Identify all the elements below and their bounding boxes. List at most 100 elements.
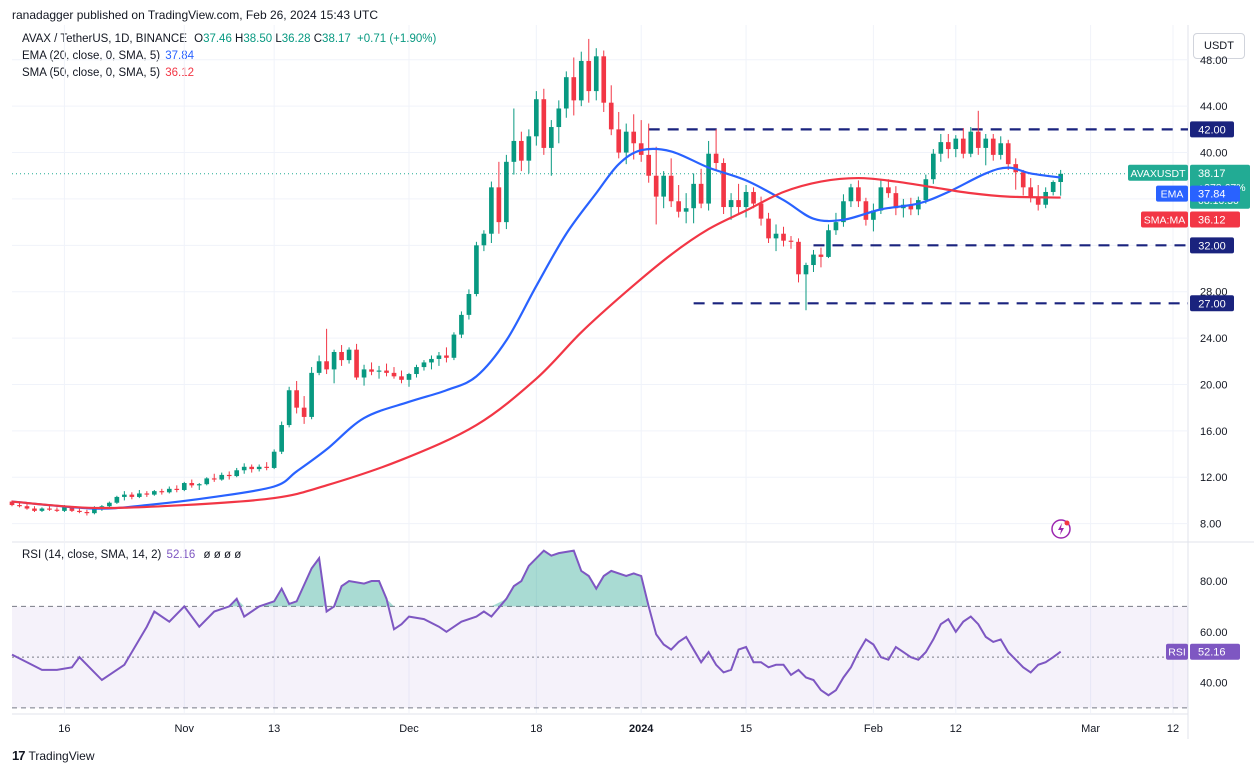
- close-label: C: [313, 33, 323, 45]
- candle: [1020, 172, 1026, 188]
- rsi-tick-label: 40.00: [1200, 678, 1228, 690]
- candle: [129, 494, 135, 497]
- rsi-tag-label: RSI: [1168, 647, 1186, 659]
- candle: [938, 142, 944, 154]
- currency-button[interactable]: USDT: [1193, 33, 1245, 59]
- candle: [886, 187, 891, 194]
- candle: [234, 470, 240, 477]
- candle: [698, 183, 704, 204]
- change-value: +0.71 (+1.90%): [357, 33, 437, 45]
- support-resistance-levels: [12, 128, 1188, 305]
- candle: [384, 370, 389, 373]
- ema-tag-value: 37.84: [1198, 189, 1226, 201]
- ema-legend[interactable]: EMA (20, close, 0, SMA, 5) 37.84: [22, 50, 194, 62]
- candle: [571, 77, 577, 101]
- rsi-legend-value: 52.16: [166, 549, 196, 561]
- candle: [960, 138, 966, 154]
- candle: [39, 508, 45, 511]
- candle: [54, 509, 60, 511]
- candle: [361, 369, 367, 378]
- candle: [421, 362, 427, 368]
- price-tick-label: 28.00: [1200, 287, 1228, 299]
- candle: [945, 142, 951, 150]
- lightning-icon: [1051, 519, 1071, 539]
- level-tag-label: 42.00: [1198, 124, 1226, 136]
- candle: [668, 175, 674, 202]
- candle: [391, 372, 397, 377]
- candle: [743, 191, 749, 208]
- candle: [114, 496, 120, 503]
- candle: [990, 138, 996, 155]
- level-tag-label: 27.00: [1198, 298, 1226, 310]
- sma-tag-label-box: [1141, 211, 1188, 228]
- candle: [773, 233, 779, 239]
- low-value: 36.28: [281, 33, 311, 45]
- price-tags: 42.00 32.00 27.00 AVAXUSDT 38.17 +278.67%08:1…: [1128, 121, 1250, 312]
- candle: [788, 240, 794, 242]
- symbol-tag-label: AVAXUSDT: [1130, 168, 1186, 180]
- candle: [691, 183, 696, 209]
- sma-legend[interactable]: SMA (50, close, 0, SMA, 5) 36.12: [22, 67, 194, 79]
- price-tick-label: 16.00: [1200, 426, 1228, 438]
- candle: [301, 407, 307, 417]
- candle: [826, 230, 831, 257]
- candle: [496, 187, 502, 223]
- candle: [107, 502, 112, 507]
- candle: [204, 478, 210, 485]
- candle: [848, 187, 854, 202]
- level-tag: [1190, 237, 1234, 254]
- time-tick-label: 2024: [629, 723, 654, 735]
- candle: [47, 508, 52, 510]
- candle: [856, 187, 861, 202]
- candle: [92, 508, 97, 514]
- time-tick-label: Nov: [174, 723, 194, 735]
- candle: [144, 493, 150, 495]
- candle: [811, 254, 816, 266]
- candle: [189, 483, 195, 486]
- candle: [803, 265, 809, 275]
- candle: [399, 376, 404, 380]
- time-tick-label: Mar: [1081, 723, 1100, 735]
- candle: [863, 201, 869, 220]
- rsi-legend[interactable]: RSI (14, close, SMA, 14, 2) 52.16 ø ø ø …: [22, 549, 241, 561]
- candle: [279, 425, 284, 452]
- candle: [1013, 164, 1019, 173]
- grid: [12, 25, 1254, 739]
- price-tick-label: 44.00: [1200, 101, 1228, 113]
- candle: [608, 102, 614, 130]
- brand-logo[interactable]: 17 TradingView: [12, 748, 95, 763]
- candle: [841, 201, 846, 223]
- candle: [1043, 191, 1049, 205]
- ema-legend-value: 37.84: [165, 50, 195, 62]
- candle: [474, 245, 479, 295]
- candle: [444, 355, 449, 358]
- candle: [24, 506, 30, 509]
- candle: [77, 510, 82, 513]
- candle: [781, 233, 786, 241]
- symbol-label[interactable]: AVAX / TetherUS, 1D, BINANCE: [22, 33, 187, 45]
- open-value: 37.46: [203, 33, 232, 45]
- candle: [354, 349, 359, 378]
- level-tag: [1190, 295, 1234, 312]
- candle: [159, 491, 165, 493]
- sma-legend-label: SMA (50, close, 0, SMA, 5): [22, 67, 161, 79]
- candle: [601, 56, 607, 103]
- candle: [17, 505, 22, 507]
- candle: [818, 254, 824, 257]
- candle: [1050, 182, 1056, 192]
- candle: [593, 56, 599, 92]
- ema-tag-label-box: [1156, 185, 1188, 202]
- candle: [796, 241, 801, 275]
- sma-tag-value: 36.12: [1198, 215, 1226, 227]
- candle: [706, 153, 711, 204]
- time-tick-label: 15: [740, 723, 752, 735]
- candle: [578, 60, 584, 101]
- candle: [406, 374, 412, 380]
- rsi-legend-label: RSI (14, close, SMA, 14, 2): [22, 549, 162, 561]
- candle: [376, 370, 382, 372]
- candle: [908, 204, 914, 210]
- rsi-tick-label: 80.00: [1200, 576, 1228, 588]
- last-price-tag: [1190, 164, 1250, 209]
- high-label: H: [235, 33, 244, 45]
